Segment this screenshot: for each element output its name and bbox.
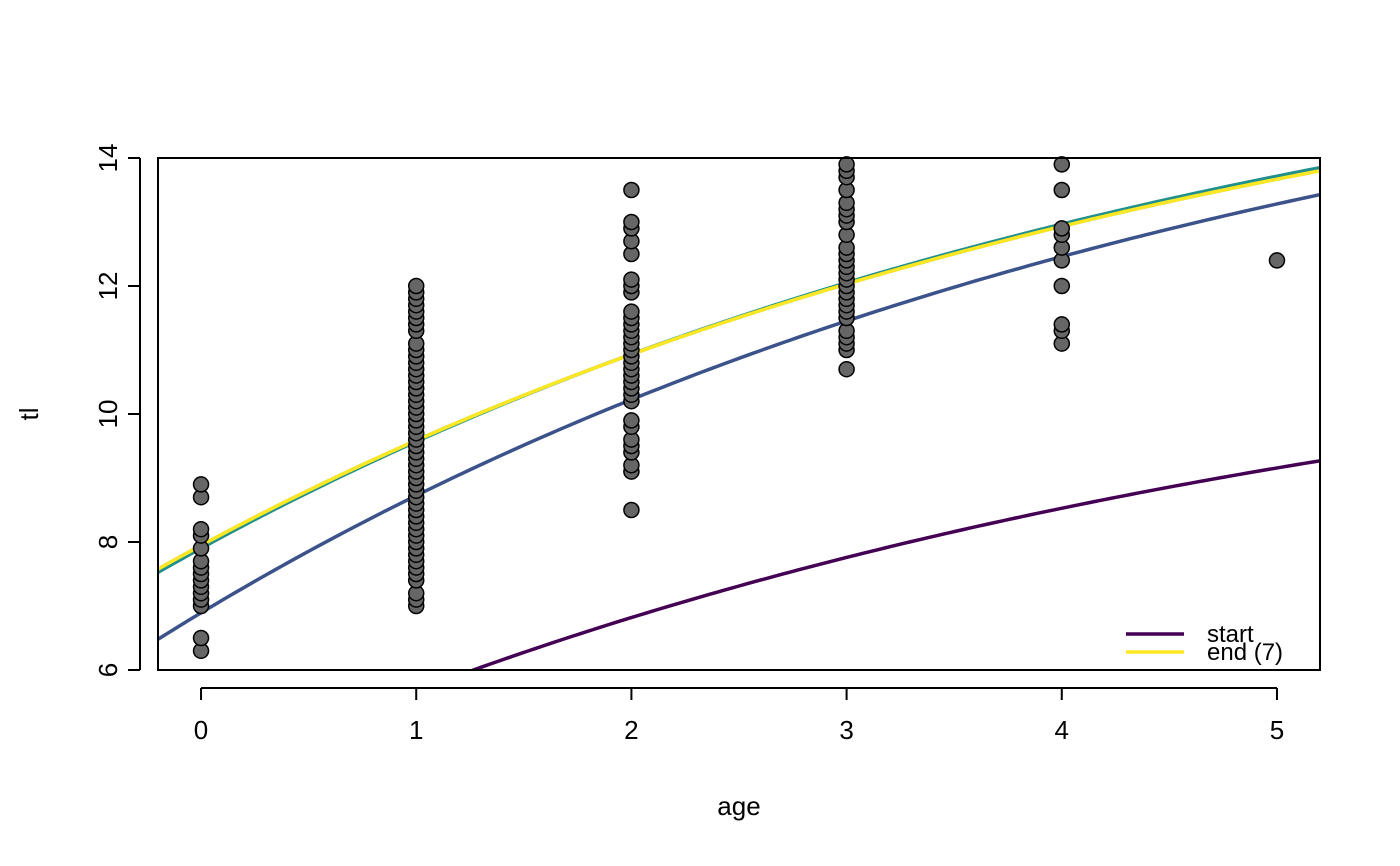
y-axis-label: tl (14, 408, 44, 421)
data-point (1053, 277, 1071, 295)
points-layer (192, 156, 1286, 660)
data-point (1053, 181, 1071, 199)
y-tick-label: 12 (93, 272, 123, 301)
data-point (623, 501, 640, 519)
curve-4 (158, 169, 1320, 571)
data-point (192, 520, 210, 538)
plot-frame (157, 157, 1321, 671)
curves-layer (158, 165, 1320, 670)
curve-2 (158, 192, 1320, 641)
x-axis: 0 1 2 3 4 5 (194, 687, 1284, 745)
data-point (623, 412, 640, 429)
data-point (192, 476, 210, 493)
x-tick-label: 0 (194, 715, 208, 745)
data-point (623, 271, 640, 288)
data-point (1053, 156, 1071, 173)
data-point (623, 213, 640, 231)
data-point (838, 360, 855, 378)
x-tick-label: 4 (1055, 715, 1069, 745)
data-point (407, 277, 425, 295)
data-point (623, 303, 640, 320)
y-tick-label: 14 (93, 144, 123, 173)
curve-1 (468, 459, 1320, 670)
y-tick-label: 10 (93, 400, 123, 429)
x-tick-label: 1 (409, 715, 423, 745)
x-axis-label: age (717, 791, 760, 821)
x-tick-label: 5 (1270, 715, 1284, 745)
legend-label: end (7) (1207, 639, 1283, 666)
data-point (623, 181, 640, 199)
data-point (1268, 252, 1286, 269)
curve-5 (158, 169, 1320, 571)
x-tick-label: 2 (624, 715, 638, 745)
data-point (1053, 220, 1071, 237)
y-tick-label: 6 (93, 663, 123, 677)
data-point (838, 156, 855, 173)
x-tick-label: 3 (839, 715, 853, 745)
legend-label: start (1207, 621, 1254, 648)
y-axis: 6 8 10 12 14 (93, 144, 141, 677)
curve-3 (158, 165, 1320, 574)
data-point (192, 629, 210, 647)
y-tick-label: 8 (93, 535, 123, 549)
data-point (1053, 316, 1071, 333)
